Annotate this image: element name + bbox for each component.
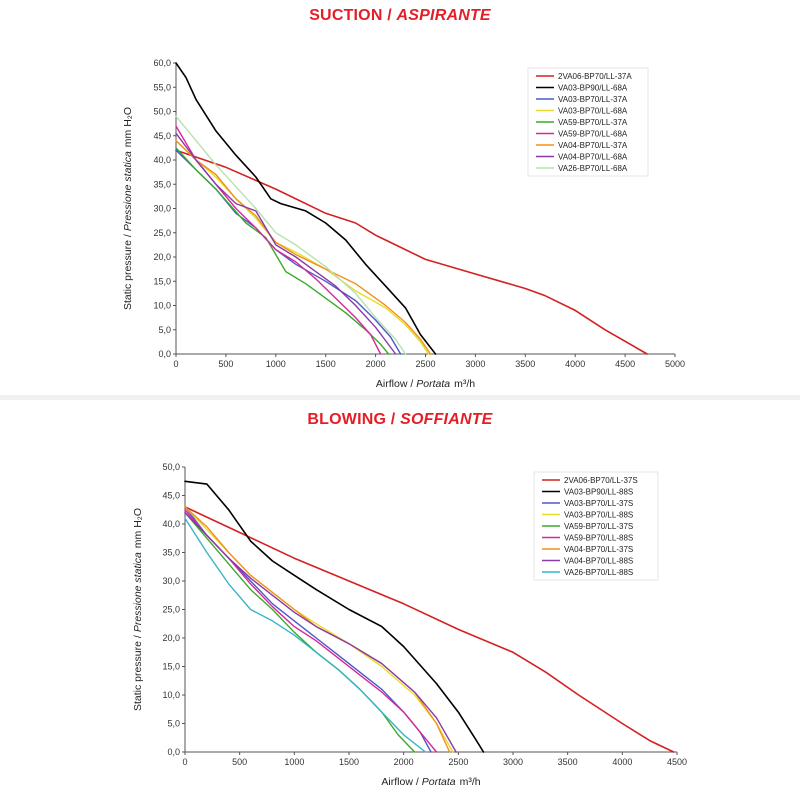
blowing-series-line-2 — [184, 480, 485, 753]
suction-y-tick-label: 15,0 — [153, 276, 171, 286]
blowing-x-tick-label: 2500 — [448, 757, 468, 767]
suction-y-tick-label: 45,0 — [153, 131, 171, 141]
suction-legend-label: VA04-BP70/LL-37A — [558, 141, 628, 150]
suction-legend-label: VA26-BP70/LL-68A — [558, 164, 628, 173]
suction-title-italic: ASPIRANTE — [396, 7, 491, 24]
suction-x-tick-label: 2000 — [366, 359, 386, 369]
suction-series-line-2 — [175, 62, 437, 355]
suction-legend-label: VA03-BP90/LL-68A — [558, 84, 628, 93]
blowing-series-line-4 — [184, 506, 454, 753]
blowing-y-tick-label: 45,0 — [162, 491, 180, 501]
suction-y-tick-label: 60,0 — [153, 58, 171, 68]
suction-series-line-8 — [175, 132, 397, 355]
blowing-legend-label: VA04-BP70/LL-88S — [564, 557, 633, 566]
blowing-legend-label: VA04-BP70/LL-37S — [564, 545, 633, 554]
suction-chart-panel: SUCTION / ASPIRANTE 0 500 1000 1500 2000 2500… — [0, 0, 800, 395]
blowing-x-tick-label: 500 — [232, 757, 247, 767]
suction-y-tick-label: 55,0 — [153, 82, 171, 92]
blowing-legend-label: VA26-BP70/LL-88S — [564, 568, 633, 577]
blowing-x-tick-label: 3000 — [503, 757, 523, 767]
suction-y-axis-label: Static pressure /Pressione staticamm H₂O — [122, 107, 134, 310]
suction-x-tick-label: 4500 — [615, 359, 635, 369]
suction-y-tick-label: 40,0 — [153, 155, 171, 165]
suction-legend-label: VA03-BP70/LL-68A — [558, 107, 628, 116]
blowing-y-tick-label: 0,0 — [167, 747, 180, 757]
blowing-y-tick-label: 20,0 — [162, 633, 180, 643]
panel-separator — [0, 395, 800, 400]
blowing-y-tick-label: 10,0 — [162, 690, 180, 700]
blowing-legend-label: 2VA06-BP70/LL-37S — [564, 476, 638, 485]
suction-x-tick-label: 3500 — [515, 359, 535, 369]
suction-series-line-4 — [175, 139, 430, 355]
blowing-x-tick-label: 4500 — [667, 757, 687, 767]
suction-y-tick-label: 35,0 — [153, 179, 171, 189]
blowing-x-tick-label: 1500 — [339, 757, 359, 767]
suction-chart-svg: 0 500 1000 1500 2000 2500 3000 3500 4000 4500 5000… — [122, 58, 685, 390]
blowing-chart-panel: BLOWING / SOFFIANTE 0 500 1000 1500 2000 2500… — [0, 400, 800, 800]
suction-series-line-9 — [175, 115, 407, 355]
blowing-x-tick-label: 3500 — [558, 757, 578, 767]
blowing-x-tick-label: 1000 — [284, 757, 304, 767]
blowing-legend-label: VA59-BP70/LL-88S — [564, 534, 633, 543]
suction-series-line-7 — [175, 139, 432, 355]
blowing-legend-label: VA03-BP70/LL-88S — [564, 511, 633, 520]
blowing-legend-label: VA03-BP70/LL-37S — [564, 499, 633, 508]
blowing-legend-label: VA03-BP90/LL-88S — [564, 488, 633, 497]
suction-y-tick-label: 25,0 — [153, 228, 171, 238]
suction-x-tick-label: 2500 — [415, 359, 435, 369]
suction-x-tick-label: 0 — [173, 359, 178, 369]
blowing-x-tick-label: 2000 — [394, 757, 414, 767]
suction-y-tick-label: 5,0 — [158, 325, 171, 335]
blowing-y-tick-label: 40,0 — [162, 519, 180, 529]
suction-x-tick-label: 1000 — [266, 359, 286, 369]
suction-legend-label: VA59-BP70/LL-37A — [558, 118, 628, 127]
suction-y-tick-label: 50,0 — [153, 107, 171, 117]
suction-series-line-1 — [175, 149, 648, 355]
suction-x-tick-label: 5000 — [665, 359, 685, 369]
suction-x-tick-label: 4000 — [565, 359, 585, 369]
blowing-chart-title: BLOWING / SOFFIANTE — [0, 411, 800, 429]
suction-legend-label: VA59-BP70/LL-68A — [558, 130, 628, 139]
suction-chart-title: SUCTION / ASPIRANTE — [0, 7, 800, 25]
suction-y-tick-label: 10,0 — [153, 301, 171, 311]
suction-legend-label: 2VA06-BP70/LL-37A — [558, 72, 632, 81]
blowing-y-tick-label: 25,0 — [162, 605, 180, 615]
suction-legend-label: VA03-BP70/LL-37A — [558, 95, 628, 104]
suction-legend-label: VA04-BP70/LL-68A — [558, 153, 628, 162]
suction-series-line-5 — [175, 147, 390, 355]
blowing-title-italic: SOFFIANTE — [400, 411, 493, 428]
blowing-series-line-7 — [184, 506, 451, 753]
suction-y-tick-label: 30,0 — [153, 204, 171, 214]
suction-y-tick-label: 20,0 — [153, 252, 171, 262]
suction-x-axis-label: Airflow / Portata m³/h — [376, 378, 475, 390]
blowing-series-line-1 — [184, 506, 675, 753]
blowing-x-axis-label: Airflow / Portata m³/h — [381, 776, 480, 788]
blowing-y-tick-label: 30,0 — [162, 576, 180, 586]
suction-x-tick-label: 1500 — [316, 359, 336, 369]
suction-title-main: SUCTION / — [309, 7, 392, 24]
blowing-y-tick-label: 50,0 — [162, 462, 180, 472]
blowing-series-line-9 — [184, 517, 427, 753]
blowing-x-tick-label: 0 — [182, 757, 187, 767]
blowing-y-tick-label: 15,0 — [162, 662, 180, 672]
suction-x-tick-label: 500 — [218, 359, 233, 369]
blowing-title-main: BLOWING / — [307, 411, 396, 428]
blowing-x-tick-label: 4000 — [612, 757, 632, 767]
blowing-y-tick-label: 35,0 — [162, 548, 180, 558]
blowing-y-tick-label: 5,0 — [167, 719, 180, 729]
blowing-y-axis-label: Static pressure /Pressione staticamm H₂O — [132, 508, 144, 711]
suction-y-tick-label: 0,0 — [158, 349, 171, 359]
blowing-legend-label: VA59-BP70/LL-37S — [564, 522, 633, 531]
suction-x-tick-label: 3000 — [465, 359, 485, 369]
blowing-series-line-8 — [184, 511, 457, 753]
blowing-chart-svg: 0 500 1000 1500 2000 2500 3000 3500 4000 4500 0,0 5… — [132, 462, 687, 788]
